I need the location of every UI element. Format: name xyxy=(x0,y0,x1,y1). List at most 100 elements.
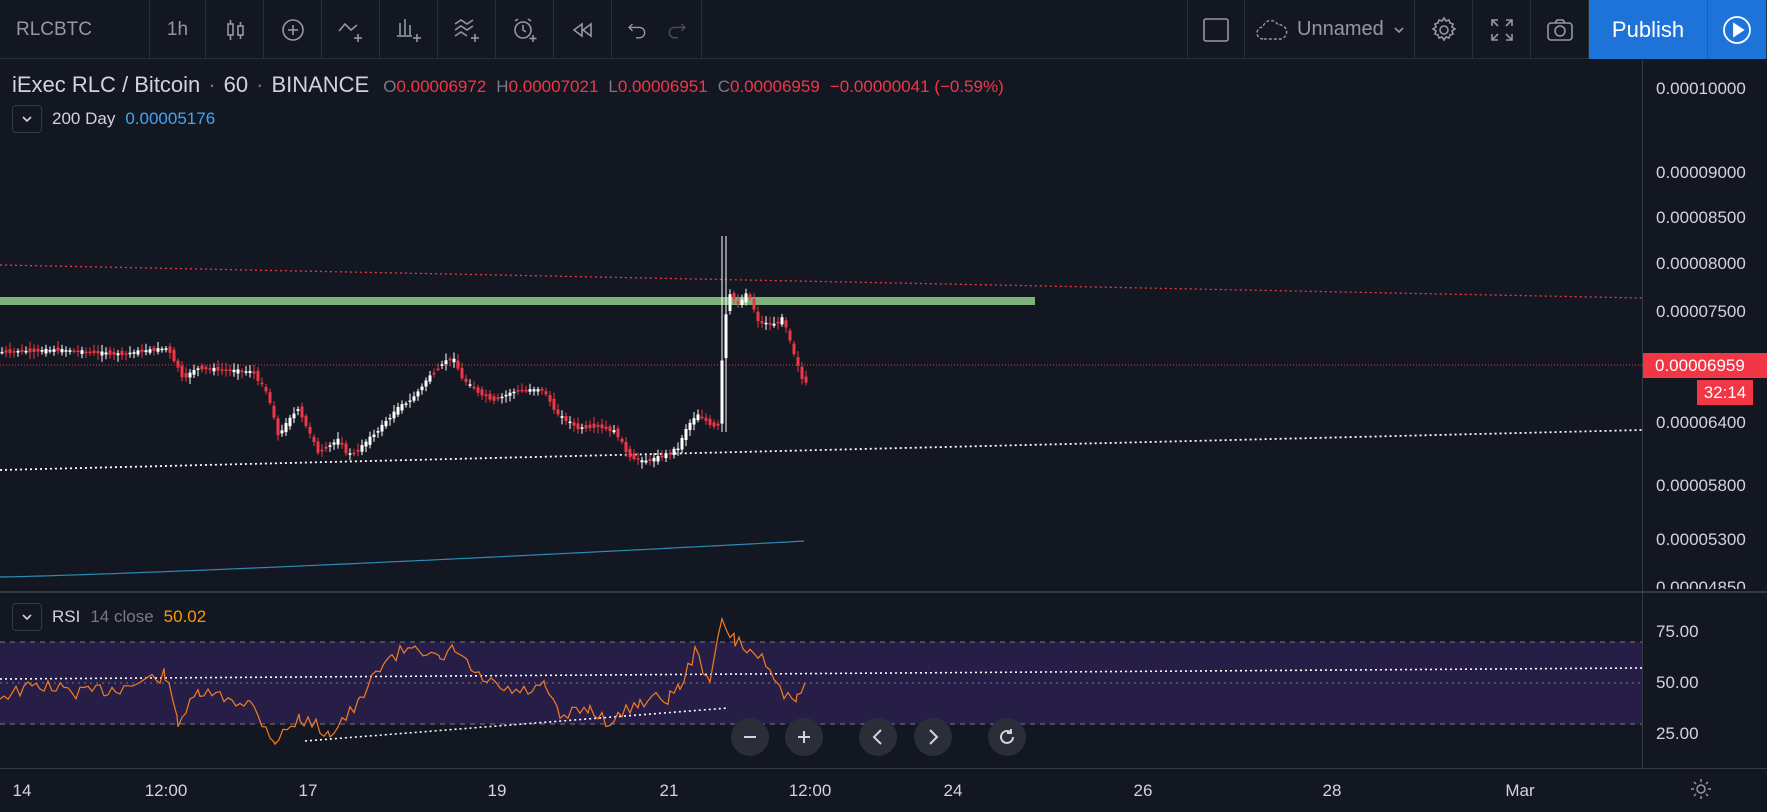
pane-separator[interactable] xyxy=(0,591,1767,593)
candle-body xyxy=(268,392,272,403)
time-axis[interactable]: 14 12:00 17 19 21 12:00 24 26 28 Mar xyxy=(0,768,1767,812)
candle-body xyxy=(304,415,308,427)
time-axis-label: 24 xyxy=(943,781,963,800)
publish-button[interactable]: Publish xyxy=(1589,0,1708,59)
candle-body xyxy=(24,350,28,353)
candle-body xyxy=(344,443,348,454)
candle-body xyxy=(32,348,36,352)
chevron-right-icon xyxy=(929,729,939,745)
time-axis-label: 17 xyxy=(298,781,318,800)
candle-body xyxy=(548,395,552,402)
layout-name-dropdown[interactable]: Unnamed xyxy=(1245,0,1415,59)
reset-chart-button[interactable] xyxy=(988,718,1026,756)
candle-body xyxy=(624,441,628,452)
add-circle-icon xyxy=(281,18,304,41)
symbol-search[interactable]: RLCBTC xyxy=(0,0,150,59)
candle-body xyxy=(504,394,508,397)
indicators-button[interactable] xyxy=(322,0,380,59)
candle-body xyxy=(128,352,132,355)
candle-body xyxy=(120,351,124,355)
play-button[interactable] xyxy=(1708,0,1767,59)
candle-body xyxy=(488,393,492,400)
ma-collapse-button[interactable] xyxy=(12,105,42,133)
candle-body xyxy=(372,434,376,437)
redo-icon[interactable] xyxy=(665,17,691,43)
candle-body xyxy=(368,436,372,445)
candle-body xyxy=(736,301,740,304)
candle-body xyxy=(584,425,588,429)
play-circle-icon xyxy=(1723,15,1751,44)
scroll-left-button[interactable] xyxy=(859,718,897,756)
candle-body xyxy=(332,442,336,445)
candle-body xyxy=(64,350,68,352)
price-axis[interactable] xyxy=(1642,60,1767,768)
candle-body xyxy=(408,400,412,402)
rsi-axis-label: 75.00 xyxy=(1656,622,1699,641)
rsi-collapse-button[interactable] xyxy=(12,603,42,631)
candle-body xyxy=(124,353,128,355)
change-value: −0.00000041 (−0.59%) xyxy=(829,77,1004,96)
axis-settings-icon[interactable] xyxy=(1688,776,1714,802)
ma-study-value: 0.00005176 xyxy=(125,109,216,128)
time-axis-label: 12:00 xyxy=(144,781,188,800)
candle-body xyxy=(696,414,700,421)
rsi-pane[interactable] xyxy=(0,593,1642,768)
candle-body xyxy=(700,416,704,419)
candles-group xyxy=(0,236,808,469)
bars-plus-icon xyxy=(396,18,421,42)
candle-body xyxy=(648,458,652,461)
high-key: H xyxy=(496,77,509,96)
candle-body xyxy=(348,453,352,455)
undo-icon[interactable] xyxy=(623,17,649,43)
fullscreen-button[interactable] xyxy=(1473,0,1531,59)
chevron-down-icon xyxy=(1394,26,1404,33)
camera-icon xyxy=(1546,18,1573,41)
candle-body xyxy=(284,423,288,433)
candle-body xyxy=(12,351,16,353)
candle-body xyxy=(144,350,148,353)
zoom-out-button[interactable] xyxy=(731,718,769,756)
candle-body xyxy=(708,418,712,425)
candle-body xyxy=(664,453,668,459)
candle-body xyxy=(340,442,344,445)
candle-body xyxy=(652,457,656,462)
chart-type-button[interactable] xyxy=(206,0,264,59)
candle-body xyxy=(764,322,768,325)
candle-body xyxy=(804,376,808,383)
candle-body xyxy=(752,298,756,310)
candle-body xyxy=(96,351,100,354)
candle-body xyxy=(272,405,276,418)
candle-body xyxy=(668,452,672,455)
candle-body xyxy=(472,386,476,389)
candle-body xyxy=(0,351,4,354)
candle-body xyxy=(108,350,112,355)
price-axis-label: 0.00006400 xyxy=(1656,413,1746,432)
symbol-legend: iExec RLC / Bitcoin · 60 · BINANCE O 0.00… xyxy=(12,72,1004,98)
price-axis-label: 0.00005300 xyxy=(1656,530,1746,549)
alert-button[interactable] xyxy=(496,0,554,59)
candle-body xyxy=(8,349,12,353)
symbol-label: RLCBTC xyxy=(16,18,93,40)
replay-button[interactable] xyxy=(554,0,612,59)
candle-body xyxy=(452,358,456,363)
compare-button[interactable] xyxy=(264,0,322,59)
candle-body xyxy=(676,448,680,451)
price-chart[interactable] xyxy=(0,60,1642,592)
layout-button[interactable] xyxy=(1187,0,1245,59)
candle-body xyxy=(92,350,96,354)
financials-button[interactable] xyxy=(380,0,438,59)
settings-button[interactable] xyxy=(1415,0,1473,59)
candle-body xyxy=(572,422,576,426)
candle-body xyxy=(224,369,228,371)
interval-button[interactable]: 1h xyxy=(150,0,206,59)
snapshot-button[interactable] xyxy=(1531,0,1589,59)
candle-body xyxy=(324,446,328,449)
zoom-in-button[interactable] xyxy=(785,718,823,756)
candle-body xyxy=(480,389,484,396)
rsi-axis-label: 25.00 xyxy=(1656,724,1699,743)
close-value: 0.00006959 xyxy=(729,77,820,96)
scroll-right-button[interactable] xyxy=(914,718,952,756)
candles-icon xyxy=(226,19,244,40)
templates-button[interactable] xyxy=(438,0,496,59)
trend-line-support xyxy=(0,429,1642,471)
